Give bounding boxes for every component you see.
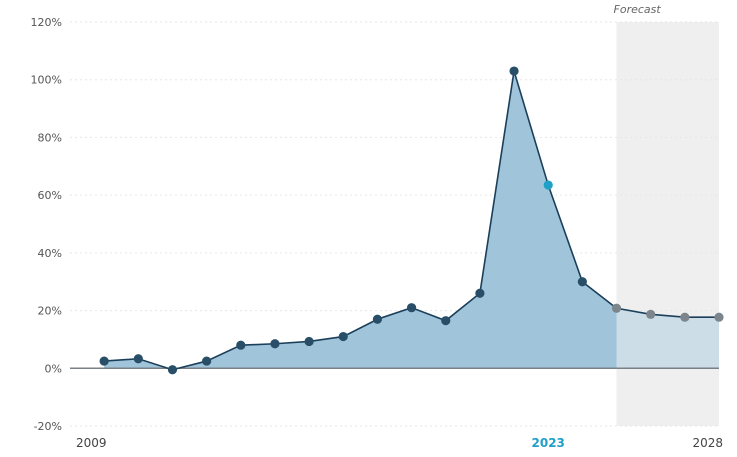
x-tick-label: 2023 — [532, 436, 565, 450]
data-point — [406, 303, 417, 313]
y-tick-label: 60% — [38, 189, 62, 202]
y-axis-ticks: -20% 0% 20% 40% 60% 80% 100% 120% — [31, 16, 62, 433]
data-point — [441, 316, 451, 326]
data-point — [133, 354, 143, 364]
data-point — [270, 339, 280, 349]
data-point — [611, 303, 622, 313]
y-tick-label: 40% — [38, 247, 62, 260]
data-point — [646, 309, 656, 319]
y-tick-label: -20% — [34, 420, 62, 433]
data-point — [338, 331, 348, 342]
data-point — [543, 180, 553, 190]
y-tick-label: 80% — [38, 131, 62, 144]
x-axis-ticks: 2009 2023 2028 — [76, 436, 723, 450]
data-point — [509, 66, 519, 76]
data-point — [236, 340, 246, 350]
data-point — [680, 312, 690, 322]
data-point — [304, 336, 314, 347]
data-point — [475, 288, 485, 298]
y-tick-label: 20% — [38, 305, 62, 318]
y-tick-label: 120% — [31, 16, 62, 29]
data-point — [577, 277, 587, 287]
area-forecast — [616, 308, 719, 369]
y-tick-label: 100% — [31, 74, 62, 87]
data-point — [167, 365, 178, 375]
data-point — [714, 312, 724, 322]
x-tick-label: 2009 — [76, 436, 107, 450]
forecast-label: Forecast — [614, 3, 662, 16]
data-points — [99, 66, 724, 375]
y-tick-label: 0% — [45, 362, 62, 375]
data-point — [202, 356, 212, 366]
data-point — [372, 314, 383, 324]
area-actual — [104, 71, 617, 370]
x-tick-label: 2028 — [692, 436, 723, 450]
data-point — [99, 356, 109, 366]
